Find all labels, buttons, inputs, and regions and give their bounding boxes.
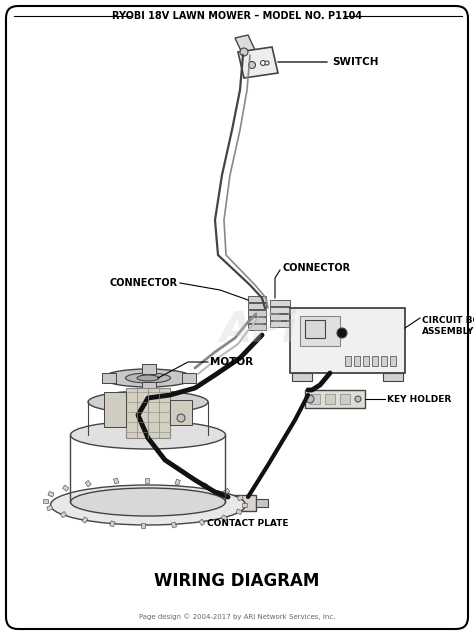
Text: CONNECTOR: CONNECTOR [110, 278, 178, 288]
Bar [363, 356, 369, 366]
Bar [109, 521, 115, 527]
Circle shape [240, 48, 248, 56]
Text: APi: APi [219, 309, 297, 351]
Bar [270, 321, 290, 327]
Bar [248, 324, 266, 330]
Circle shape [355, 396, 361, 402]
Bar [372, 356, 378, 366]
Text: KEY HOLDER: KEY HOLDER [387, 394, 451, 403]
Bar [237, 495, 243, 500]
Bar [310, 394, 320, 404]
Bar [248, 310, 266, 316]
Bar [236, 509, 242, 514]
Bar [85, 481, 91, 487]
Text: MOTOR: MOTOR [210, 357, 253, 367]
Ellipse shape [88, 391, 208, 413]
Bar [145, 478, 149, 483]
Text: CONNECTOR: CONNECTOR [283, 263, 351, 273]
Bar [63, 485, 69, 491]
Text: CONTACT PLATE: CONTACT PLATE [207, 519, 289, 528]
Ellipse shape [71, 421, 226, 449]
Bar [390, 356, 396, 366]
Bar [199, 519, 205, 526]
Text: CIRCUIT BOARD
ASSEMBLY: CIRCUIT BOARD ASSEMBLY [422, 316, 474, 336]
Polygon shape [238, 47, 278, 78]
Bar [354, 356, 360, 366]
Bar [113, 478, 119, 484]
Circle shape [261, 60, 265, 65]
Bar [381, 356, 387, 366]
Bar [142, 382, 156, 392]
Bar [43, 499, 48, 503]
Bar [182, 373, 196, 383]
Text: Page design © 2004-2017 by ARI Network Services, Inc.: Page design © 2004-2017 by ARI Network S… [139, 613, 335, 620]
Bar [340, 394, 350, 404]
FancyBboxPatch shape [6, 6, 468, 629]
Ellipse shape [137, 375, 159, 381]
Bar [248, 296, 266, 302]
Bar [248, 317, 266, 323]
Text: WIRING DIAGRAM: WIRING DIAGRAM [155, 572, 319, 590]
Bar [202, 483, 208, 489]
Bar [242, 503, 247, 507]
Circle shape [337, 328, 347, 338]
Polygon shape [235, 35, 255, 53]
Circle shape [265, 61, 269, 65]
Bar [270, 307, 290, 313]
Ellipse shape [103, 369, 193, 387]
Bar [248, 303, 266, 309]
Bar [270, 314, 290, 320]
Bar [60, 512, 66, 518]
Circle shape [248, 62, 255, 69]
Bar [102, 373, 116, 383]
Circle shape [177, 414, 185, 422]
Bar [82, 517, 88, 523]
Ellipse shape [126, 373, 171, 383]
Bar [325, 394, 335, 404]
Text: SWITCH: SWITCH [332, 57, 379, 67]
Bar [223, 488, 230, 495]
Circle shape [306, 395, 314, 403]
Bar [305, 390, 365, 408]
Bar [270, 300, 290, 306]
Bar [47, 505, 53, 511]
Bar [175, 479, 180, 485]
Bar [383, 373, 403, 381]
Bar [305, 320, 325, 338]
Bar [221, 515, 228, 521]
Bar [48, 491, 54, 497]
Ellipse shape [71, 488, 226, 516]
Bar [141, 523, 145, 528]
Text: RYOBI 18V LAWN MOWER – MODEL NO. P1104: RYOBI 18V LAWN MOWER – MODEL NO. P1104 [112, 11, 362, 21]
Bar [104, 392, 126, 427]
Bar [126, 388, 170, 438]
Bar [290, 308, 405, 373]
Bar [256, 499, 268, 507]
Ellipse shape [51, 485, 246, 525]
Bar [345, 356, 351, 366]
Bar [292, 373, 312, 381]
Bar [300, 316, 340, 346]
Bar [228, 495, 256, 511]
Bar [171, 522, 176, 528]
Bar [142, 364, 156, 374]
Bar [170, 400, 192, 425]
